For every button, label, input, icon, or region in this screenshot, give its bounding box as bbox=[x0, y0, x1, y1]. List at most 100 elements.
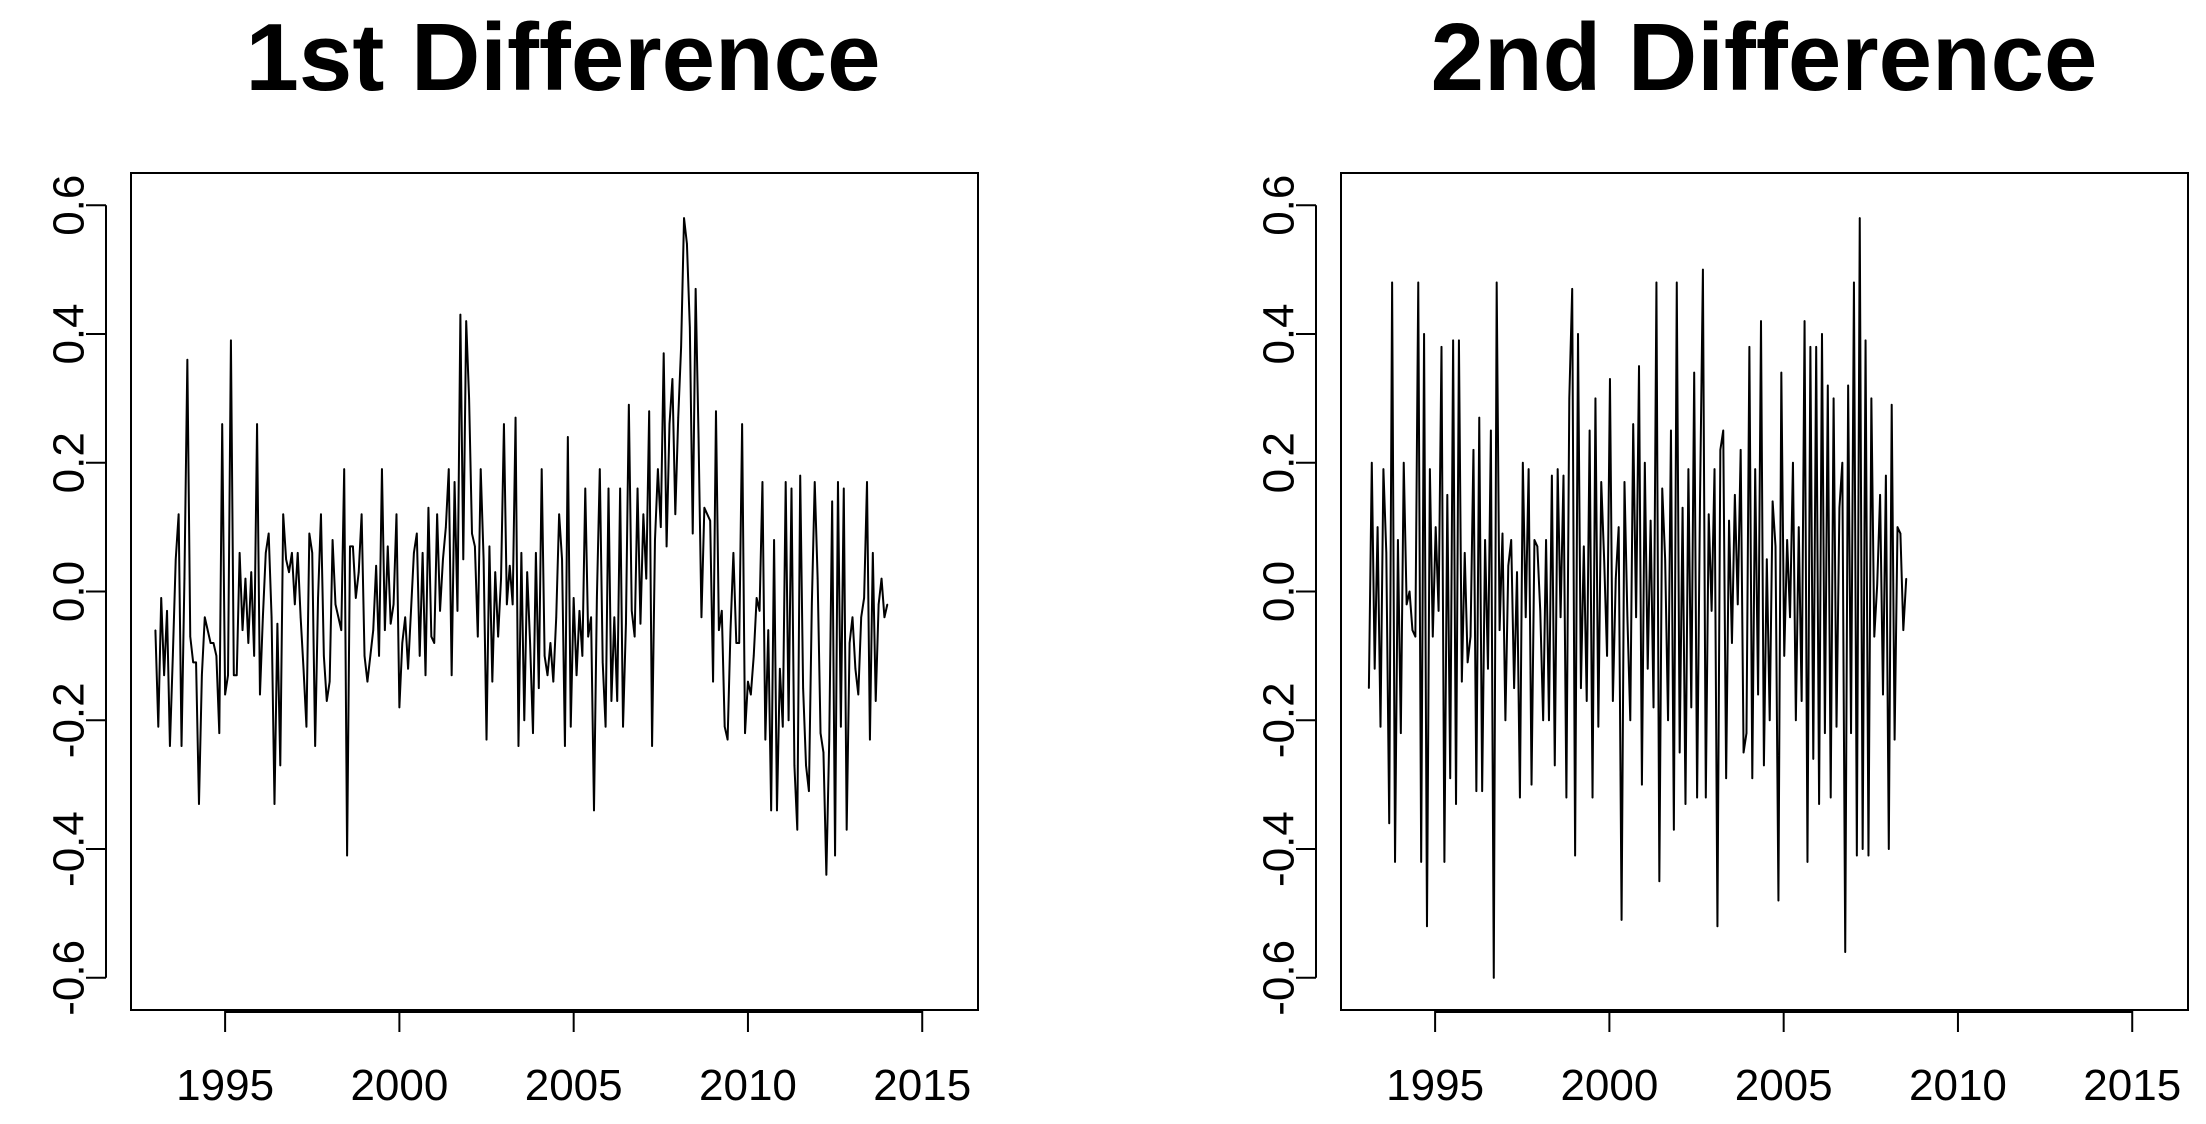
data-point bbox=[1853, 281, 1855, 284]
data-point bbox=[424, 674, 427, 676]
y-tick-label: -0.2 bbox=[1255, 682, 1304, 758]
data-point bbox=[1899, 532, 1902, 535]
data-point bbox=[1696, 796, 1698, 799]
data-point bbox=[421, 552, 424, 554]
data-point bbox=[1731, 642, 1733, 644]
data-point bbox=[1766, 558, 1768, 561]
data-point bbox=[250, 571, 253, 573]
data-point bbox=[1594, 397, 1597, 400]
data-point bbox=[567, 436, 569, 438]
series-line bbox=[1367, 217, 1908, 979]
data-point bbox=[680, 346, 682, 348]
data-point bbox=[598, 468, 601, 470]
data-point bbox=[340, 629, 343, 631]
data-point bbox=[1612, 700, 1614, 702]
data-point bbox=[352, 545, 354, 548]
data-point bbox=[276, 622, 279, 625]
data-point bbox=[543, 655, 546, 657]
data-point bbox=[630, 610, 633, 612]
chart-first-difference: 1st Difference -0.6 -0.4 -0.2 0.0 0.2 0.4 0.6 1… bbox=[45, 4, 979, 1110]
data-point bbox=[758, 610, 761, 612]
chart-title: 1st Difference bbox=[246, 4, 881, 111]
data-point bbox=[811, 603, 813, 606]
data-point bbox=[1385, 552, 1388, 554]
data-point bbox=[456, 610, 459, 612]
data-point bbox=[1768, 719, 1771, 722]
data-point bbox=[1414, 635, 1417, 638]
data-point bbox=[1429, 468, 1431, 470]
data-point bbox=[628, 403, 630, 406]
x-tick-label: 2005 bbox=[1735, 1061, 1833, 1110]
data-point bbox=[1533, 539, 1536, 541]
data-point bbox=[869, 738, 871, 741]
data-point bbox=[651, 745, 653, 747]
data-point bbox=[1690, 706, 1693, 709]
data-point bbox=[1777, 899, 1780, 902]
data-point bbox=[1902, 629, 1905, 631]
data-point bbox=[532, 732, 534, 734]
data-point bbox=[726, 738, 729, 741]
data-point bbox=[575, 674, 578, 676]
data-point bbox=[799, 474, 802, 477]
data-point bbox=[189, 635, 192, 638]
data-point bbox=[540, 468, 543, 470]
data-point bbox=[1492, 977, 1495, 979]
data-point bbox=[230, 339, 232, 342]
data-point bbox=[1530, 783, 1533, 786]
data-point bbox=[880, 577, 883, 580]
data-point bbox=[1501, 532, 1504, 535]
data-point bbox=[1609, 378, 1611, 380]
data-point bbox=[508, 564, 511, 567]
data-point bbox=[752, 655, 755, 657]
data-point bbox=[822, 751, 825, 754]
data-point bbox=[610, 700, 613, 702]
data-point bbox=[738, 642, 741, 644]
data-point bbox=[1455, 803, 1457, 805]
data-point bbox=[366, 680, 369, 683]
data-point bbox=[825, 873, 828, 876]
data-point bbox=[767, 629, 770, 631]
data-point bbox=[1440, 346, 1443, 348]
data-point bbox=[1463, 552, 1466, 554]
data-point bbox=[474, 545, 476, 548]
data-point bbox=[709, 519, 711, 522]
data-point bbox=[787, 719, 790, 722]
data-point bbox=[578, 610, 581, 612]
data-point bbox=[854, 667, 857, 670]
data-point bbox=[349, 545, 351, 548]
data-point bbox=[1504, 719, 1507, 722]
data-point bbox=[1400, 732, 1402, 734]
data-point bbox=[613, 616, 616, 619]
data-point bbox=[848, 642, 851, 644]
data-point bbox=[157, 725, 160, 728]
data-point bbox=[471, 532, 473, 535]
data-point bbox=[1405, 603, 1408, 606]
data-point bbox=[654, 539, 656, 541]
data-point bbox=[1368, 687, 1370, 689]
data-point bbox=[1600, 481, 1603, 483]
data-point bbox=[256, 423, 258, 425]
data-point bbox=[523, 719, 526, 722]
data-point bbox=[398, 706, 401, 709]
data-point bbox=[494, 571, 497, 573]
data-point bbox=[1379, 725, 1382, 728]
data-point bbox=[877, 603, 880, 606]
data-point bbox=[241, 629, 244, 631]
y-tick-label: 0.4 bbox=[1255, 303, 1304, 364]
data-point bbox=[1461, 680, 1463, 683]
data-point bbox=[546, 674, 549, 676]
data-point bbox=[372, 629, 375, 631]
data-point bbox=[1548, 719, 1550, 722]
data-point bbox=[1397, 539, 1399, 541]
data-point bbox=[1722, 429, 1725, 432]
x-tick-label: 1995 bbox=[176, 1061, 274, 1110]
data-point bbox=[622, 725, 624, 728]
data-point bbox=[1527, 468, 1530, 470]
data-point bbox=[1890, 403, 1893, 406]
data-point bbox=[764, 738, 767, 741]
chart-panel-second-difference: 2nd Difference -0.6 -0.4 -0.2 0.0 0.2 0.4 0.6 1… bbox=[1103, 0, 2206, 1124]
data-point bbox=[410, 610, 412, 612]
data-point bbox=[1434, 526, 1437, 528]
data-point bbox=[842, 487, 845, 490]
data-point bbox=[1641, 783, 1643, 786]
